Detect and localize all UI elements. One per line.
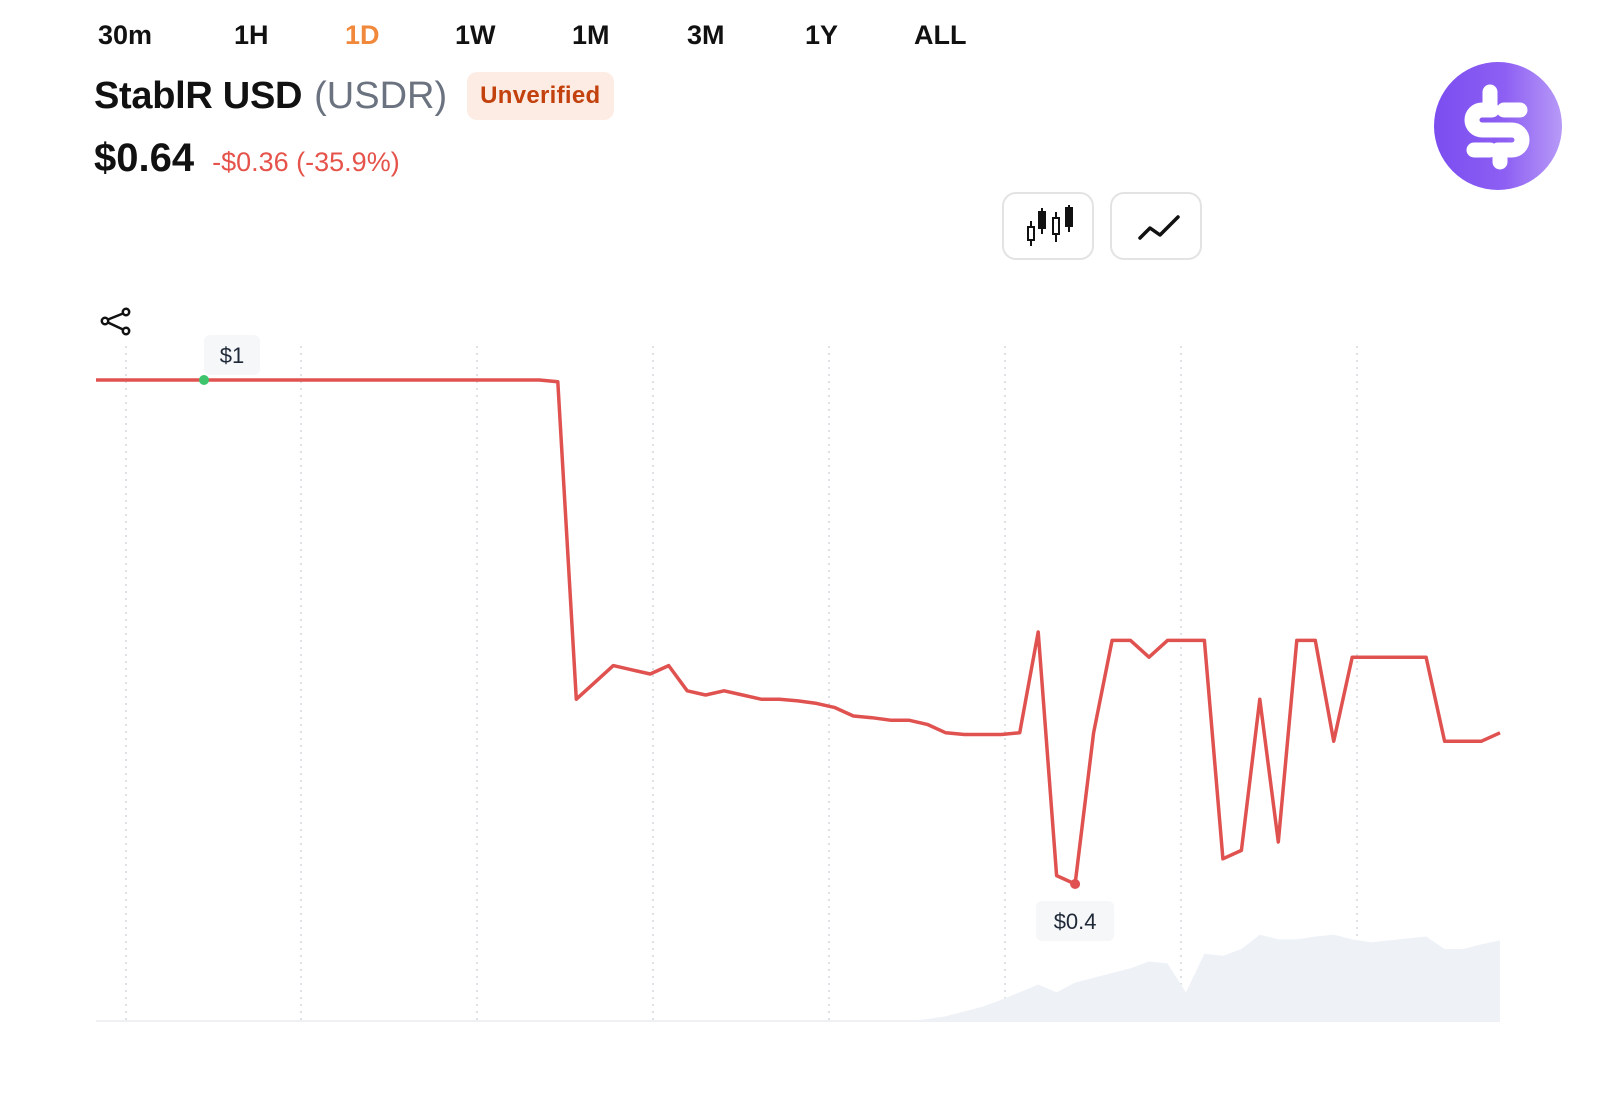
price-row: $0.64 -$0.36 (-35.9%) (94, 136, 400, 181)
range-1w[interactable]: 1W (455, 20, 496, 50)
high-price-label: $1 (220, 343, 244, 368)
range-1m[interactable]: 1M (572, 20, 610, 50)
high-price-marker (199, 375, 209, 385)
high-price-label-box (204, 335, 260, 375)
token-symbol: (USDR) (314, 74, 448, 117)
candlestick-chart-button[interactable] (1002, 192, 1094, 260)
candlestick-chart-icon (1027, 205, 1073, 246)
token-logo (1434, 62, 1562, 190)
price-change: -$0.36 (-35.9%) (212, 147, 400, 177)
token-name: StablR USD (94, 74, 303, 117)
dollar-icon (1464, 84, 1530, 170)
line-chart-button[interactable] (1110, 192, 1202, 260)
share-icon[interactable] (100, 306, 140, 346)
range-30m[interactable]: 30m (98, 20, 153, 50)
range-3m[interactable]: 3M (687, 20, 725, 50)
range-1h[interactable]: 1H (234, 20, 269, 50)
volume-area (96, 934, 1500, 1021)
price-line (96, 378, 1501, 886)
range-all[interactable]: ALL (914, 20, 967, 50)
chart-markers: $1 $0.4 (199, 335, 1115, 941)
low-price-label-box (1036, 901, 1115, 941)
range-1y[interactable]: 1Y (805, 20, 839, 50)
low-price-label: $0.4 (1054, 909, 1097, 934)
volume-bars (96, 934, 1500, 1021)
line-chart-icon (1138, 215, 1180, 240)
low-price-marker (1070, 879, 1081, 889)
current-price: $0.64 (94, 136, 195, 180)
token-header: StablR USD (USDR) Unverified (94, 70, 614, 122)
series-line (96, 378, 1501, 886)
range-1d[interactable]: 1D (345, 20, 380, 50)
chart-grid (96, 346, 1500, 1022)
unverified-badge: Unverified (467, 72, 614, 120)
